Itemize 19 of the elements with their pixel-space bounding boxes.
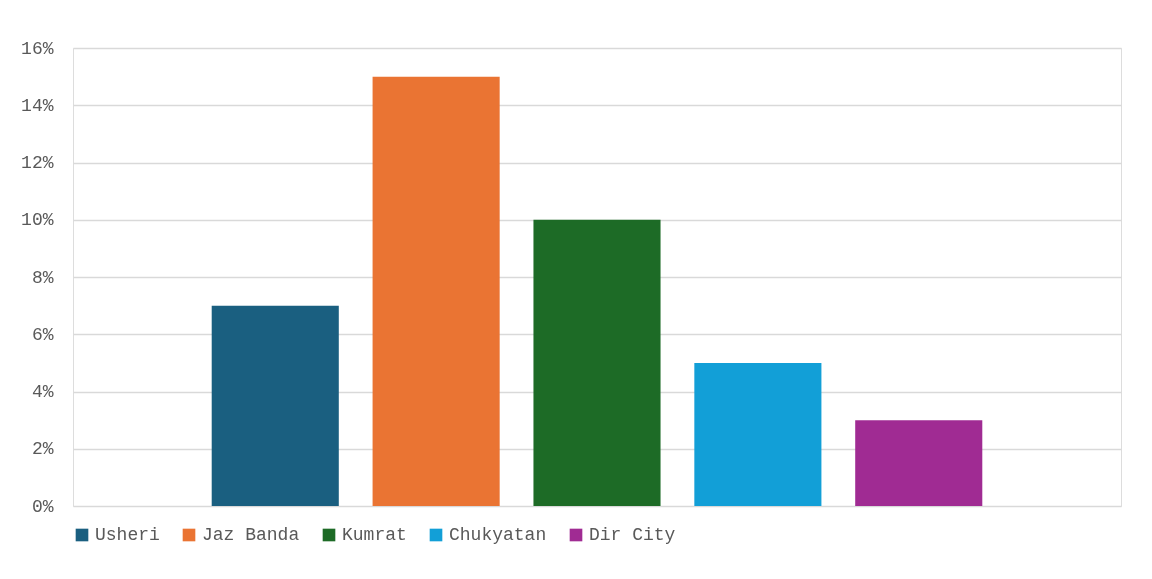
bar [533,219,661,506]
bar [211,305,339,506]
legend-label: Jaz Banda [202,525,300,545]
bar [694,362,822,506]
y-tick-label: 4% [31,382,54,402]
legend-label: Dir City [589,525,676,545]
y-tick-label: 12% [21,153,54,173]
bar [372,76,500,506]
bar [855,420,983,506]
legend-label: Kumrat [342,525,407,545]
legend-label: Usheri [95,525,160,545]
y-tick-label: 14% [21,95,54,116]
y-tick-label: 10% [21,210,54,231]
legend-label: Chukyatan [449,525,547,545]
y-tick-label: 2% [31,439,54,460]
y-tick-label: 6% [31,324,54,345]
y-tick-label: 8% [31,267,54,288]
y-tick-label: 0% [31,496,54,517]
y-tick-label: 16% [21,38,54,59]
